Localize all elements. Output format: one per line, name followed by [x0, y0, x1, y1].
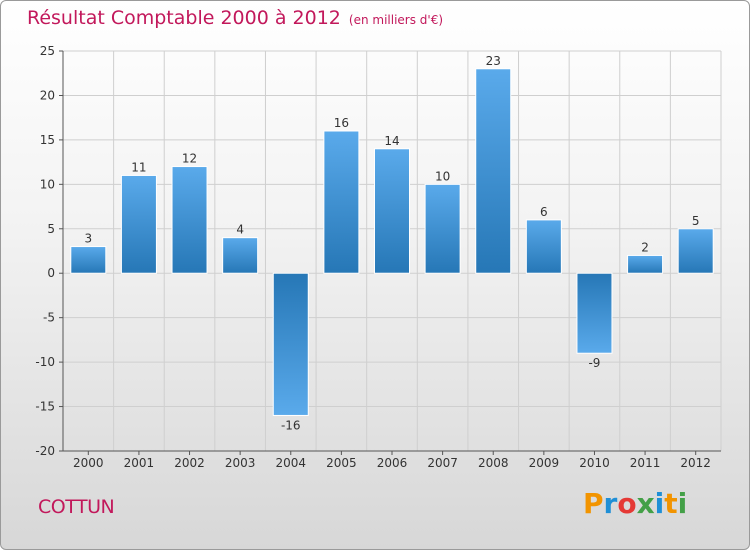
data-label: 6 [540, 205, 548, 219]
y-tick-label: 0 [47, 266, 55, 280]
data-label: 23 [486, 54, 501, 68]
chart-title: Résultat Comptable 2000 à 2012 (en millie… [27, 7, 443, 29]
y-tick-label: 20 [40, 88, 55, 102]
data-label: 12 [182, 152, 197, 166]
y-tick-label: -5 [43, 311, 55, 325]
logo-letter: o [617, 487, 637, 520]
y-tick-label: -20 [35, 444, 55, 458]
x-tick-label: 2008 [478, 456, 509, 470]
data-label: 10 [435, 169, 450, 183]
bar [424, 183, 461, 274]
x-tick-label: 2002 [174, 456, 205, 470]
x-tick-label: 2005 [326, 456, 357, 470]
bar [525, 219, 562, 274]
logo-letter: P [583, 487, 604, 520]
x-tick-label: 2012 [680, 456, 711, 470]
logo-letter: x [636, 487, 655, 520]
location-label: COTTUN [38, 496, 115, 518]
data-label: 11 [131, 160, 146, 174]
proxiti-logo: Proxiti [583, 487, 687, 520]
chart-subtitle: (en milliers d'€) [348, 13, 444, 27]
bar [222, 237, 259, 274]
data-label: 4 [236, 223, 244, 237]
bar [323, 130, 360, 274]
x-tick-label: 2010 [579, 456, 610, 470]
x-tick-label: 2007 [427, 456, 458, 470]
bar [627, 254, 664, 274]
logo-letter: i [654, 487, 665, 520]
x-tick-label: 2004 [275, 456, 306, 470]
data-label: -9 [588, 356, 600, 370]
data-label: 3 [84, 232, 92, 246]
bar [475, 68, 512, 274]
x-tick-label: 2006 [377, 456, 408, 470]
data-label: 14 [384, 134, 399, 148]
y-tick-label: -10 [35, 355, 55, 369]
bar [576, 272, 613, 354]
y-tick-label: 5 [47, 222, 55, 236]
x-tick-label: 2003 [225, 456, 256, 470]
x-tick-label: 2000 [73, 456, 104, 470]
y-tick-label: 15 [40, 133, 55, 147]
y-tick-label: 25 [40, 44, 55, 58]
data-label: 2 [641, 240, 649, 254]
y-tick-label: -15 [35, 400, 55, 414]
bar [374, 148, 410, 274]
x-tick-label: 2011 [630, 456, 661, 470]
bar [171, 166, 208, 274]
logo-letter: r [603, 487, 618, 520]
x-tick-label: 2001 [124, 456, 155, 470]
title-text: Résultat Comptable 2000 à 2012 [27, 7, 341, 29]
bar [677, 228, 714, 274]
bar [120, 174, 157, 274]
logo-letter: i [677, 487, 688, 520]
bar [272, 272, 309, 416]
data-label: 5 [692, 214, 700, 228]
x-tick-label: 2009 [529, 456, 560, 470]
data-label: -16 [281, 418, 301, 432]
bar [70, 246, 107, 274]
y-tick-label: 10 [40, 177, 55, 191]
data-label: 16 [334, 116, 349, 130]
logo-letter: t [664, 487, 678, 520]
